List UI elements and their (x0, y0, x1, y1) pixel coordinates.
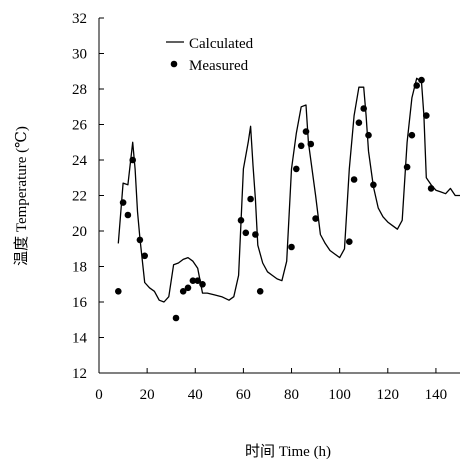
y-tick-label: 28 (72, 82, 87, 98)
y-axis-title: 温度 Temperature (℃) (13, 126, 30, 266)
measured-point (247, 195, 254, 203)
x-tick-label: 20 (140, 387, 155, 403)
measured-point (403, 163, 411, 171)
measured-point (256, 288, 264, 295)
x-tick-label: 40 (188, 387, 203, 403)
measured-point (370, 181, 377, 189)
measured-point (346, 238, 353, 245)
measured-point (252, 231, 259, 238)
measured-point (350, 176, 358, 183)
y-tick-label: 22 (72, 189, 87, 205)
y-tick-label: 30 (72, 47, 87, 63)
measured-point (189, 277, 197, 285)
legend-label-calculated: Calculated (189, 36, 254, 52)
measured-point (115, 288, 122, 295)
series-measured (115, 76, 435, 322)
legend-label-measured: Measured (189, 58, 249, 74)
measured-point (413, 82, 421, 89)
measured-point (297, 142, 305, 150)
measured-point (288, 243, 295, 251)
x-axis-title: 时间 Time (h) (245, 443, 331, 460)
measured-point (199, 281, 206, 288)
y-tick-label: 26 (72, 118, 88, 134)
measured-point (355, 119, 363, 126)
measured-point (237, 217, 245, 224)
measured-point (307, 140, 315, 148)
measured-point (302, 128, 310, 135)
y-tick-label: 20 (72, 224, 87, 240)
y-tick-label: 24 (72, 153, 88, 169)
measured-point (408, 131, 416, 139)
y-tick-label: 14 (72, 331, 88, 347)
y-tick-label: 12 (72, 366, 87, 382)
measured-point (179, 288, 187, 295)
measured-point (242, 229, 250, 237)
measured-point (293, 165, 300, 173)
x-tick-label: 120 (377, 387, 400, 403)
measured-point (423, 112, 430, 119)
plot-area: 12 14 16 18 20 22 24 26 28 30 32 0 20 40 60 80 100 120 14… (72, 11, 460, 403)
measured-point (124, 211, 132, 219)
x-tick-label: 140 (425, 387, 448, 403)
measured-point (184, 284, 192, 292)
measured-point (136, 236, 144, 244)
legend-point-swatch (170, 60, 178, 68)
legend: Calculated Measured (166, 36, 254, 74)
y-axis-ticks: 12 14 16 18 20 22 24 26 28 30 32 (72, 11, 104, 382)
y-tick-label: 18 (72, 260, 87, 276)
measured-point (141, 252, 148, 260)
x-tick-label: 0 (95, 387, 103, 403)
x-axis-ticks: 0 20 40 60 80 100 120 140 (95, 368, 447, 403)
measured-point (129, 156, 136, 164)
measured-point (119, 199, 127, 206)
x-tick-label: 60 (236, 387, 251, 403)
measured-point (427, 185, 435, 192)
x-tick-label: 80 (284, 387, 299, 403)
measured-point (365, 131, 372, 139)
measured-point (360, 105, 368, 112)
measured-point (172, 314, 180, 322)
measured-point (194, 277, 201, 285)
measured-point (312, 215, 319, 222)
calculated-line (117, 77, 460, 303)
series-calculated (117, 77, 460, 303)
measured-point (418, 76, 425, 84)
y-tick-label: 32 (72, 11, 87, 27)
x-tick-label: 100 (328, 387, 351, 403)
y-tick-label: 16 (72, 295, 88, 311)
